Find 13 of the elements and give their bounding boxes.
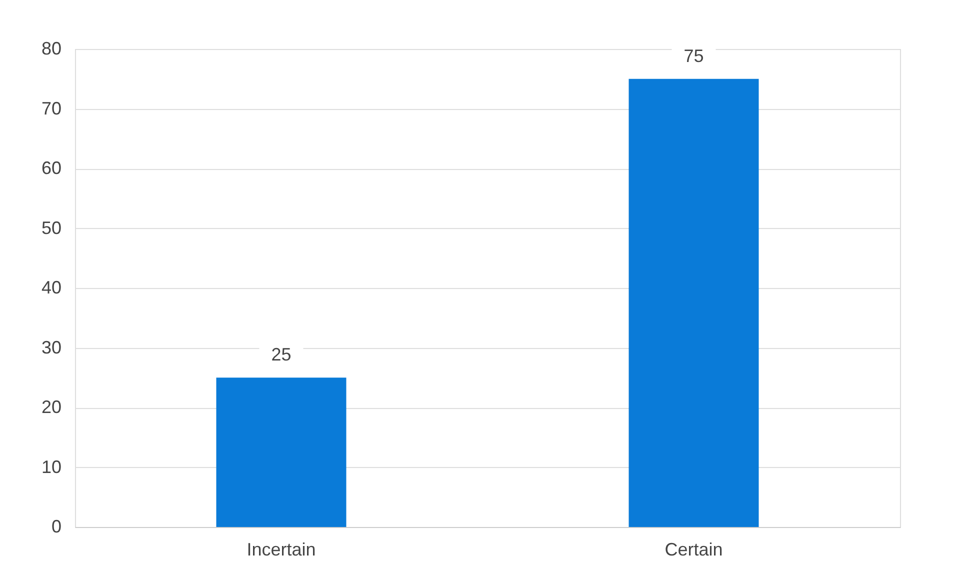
y-tick-label: 60 <box>41 158 62 178</box>
y-tick-label: 0 <box>51 516 62 536</box>
y-tick-label: 50 <box>41 218 62 238</box>
y-tick-label: 40 <box>41 278 62 298</box>
y-tick-label: 20 <box>41 397 62 417</box>
y-tick-label: 70 <box>41 98 62 118</box>
data-label: 75 <box>684 46 704 66</box>
x-tick-label: Incertain <box>246 540 316 560</box>
data-label: 25 <box>271 344 292 365</box>
y-tick-label: 80 <box>41 38 62 58</box>
y-tick-label: 10 <box>41 456 62 477</box>
y-tick-label: 30 <box>41 337 62 358</box>
x-tick-label: Certain <box>664 540 723 560</box>
